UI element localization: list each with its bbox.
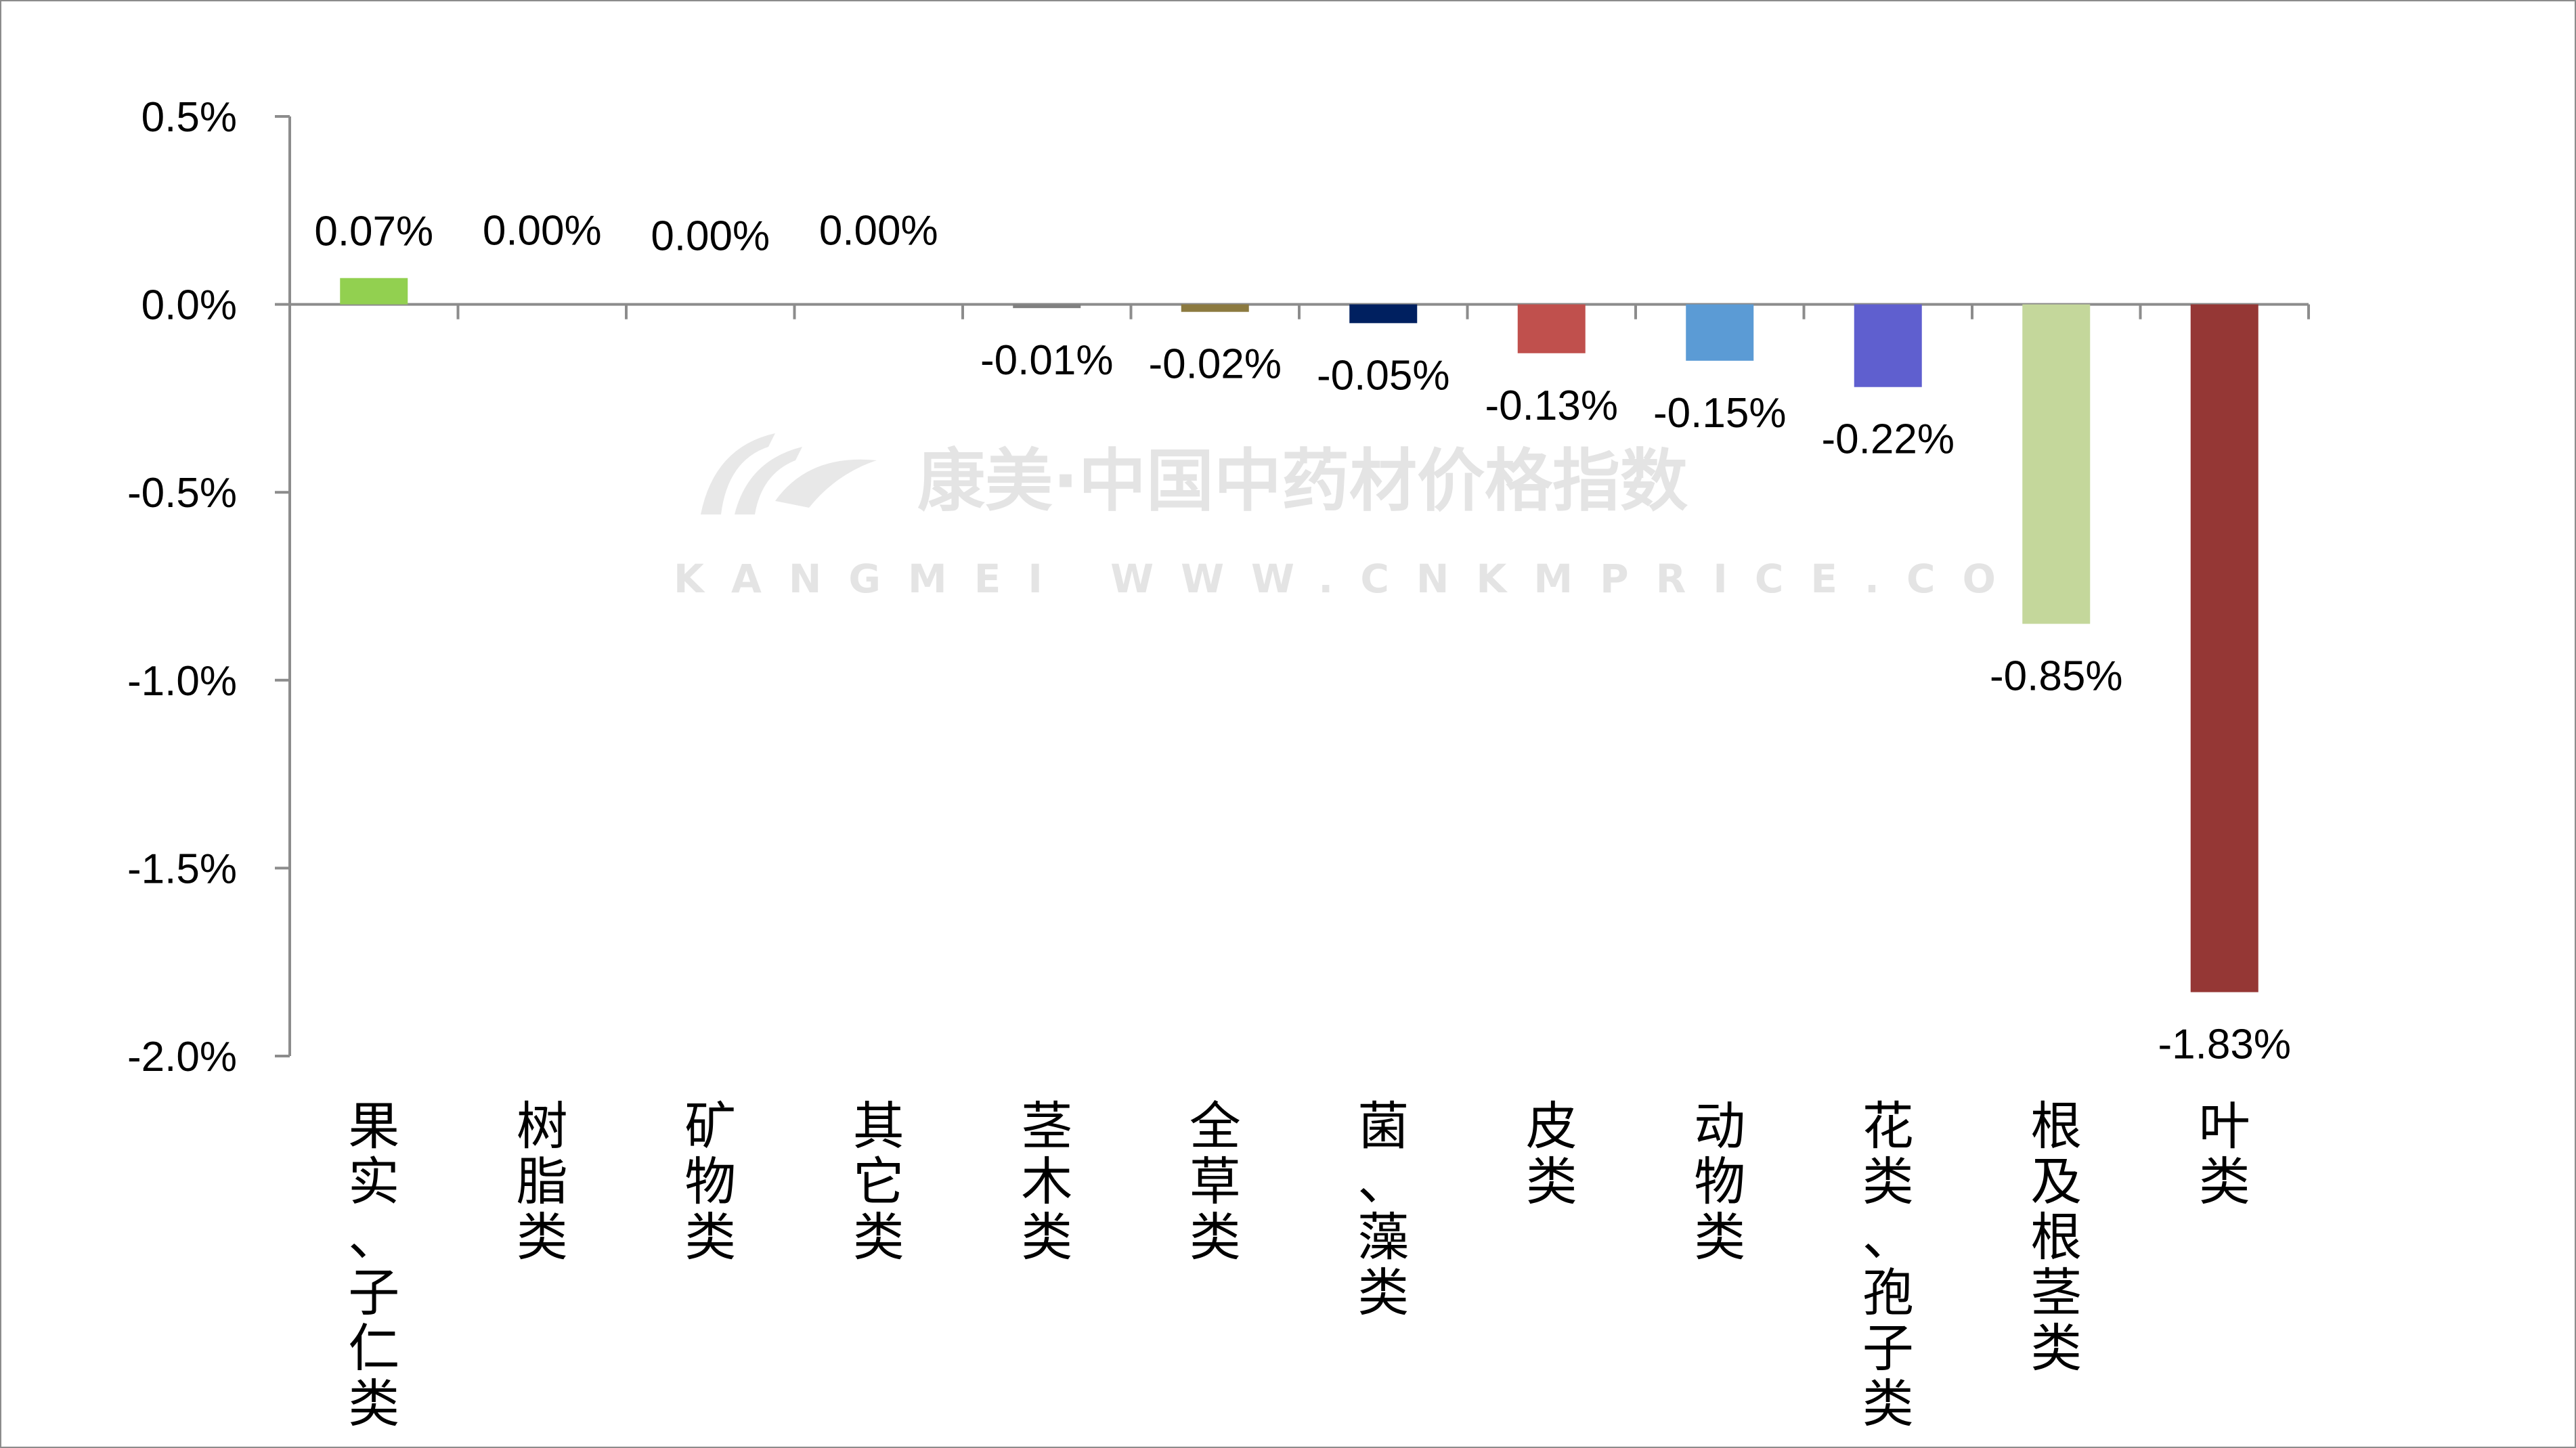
bar bbox=[1349, 304, 1418, 324]
watermark-text: 康美·中国中药材价格指数 bbox=[917, 441, 1688, 521]
bar bbox=[340, 278, 408, 305]
data-label: 0.00% bbox=[483, 208, 602, 255]
x-tick-label: 茎木类 bbox=[1021, 1096, 1072, 1267]
x-tick-label: 皮类 bbox=[1526, 1096, 1577, 1212]
x-tick-label: 其它类 bbox=[853, 1096, 904, 1267]
y-tick-label: -2.0% bbox=[127, 1034, 237, 1080]
data-label: -0.22% bbox=[1822, 416, 1955, 463]
kangmei-logo-icon bbox=[701, 433, 877, 514]
data-label: -0.05% bbox=[1317, 352, 1449, 399]
plot-area: 0.5% 0.0% -0.5% -1.0% -1.5% -2.0% 0.07% 果实、子仁类 0… bbox=[127, 94, 2310, 1434]
data-label: -0.02% bbox=[1149, 341, 1282, 388]
watermark: 康美·中国中药材价格指数 KANGMEI WWW.CNKMPRICE.COM bbox=[674, 433, 2089, 602]
x-tick-label: 树脂类 bbox=[517, 1096, 568, 1267]
bar bbox=[2022, 304, 2091, 624]
x-tick-label: 动物类 bbox=[1694, 1096, 1745, 1267]
data-label: -0.15% bbox=[1653, 390, 1786, 437]
bar bbox=[1854, 304, 1922, 387]
data-label: -0.85% bbox=[1990, 653, 2122, 700]
bar bbox=[1686, 304, 1754, 361]
bar bbox=[2190, 304, 2258, 992]
bar bbox=[1181, 304, 1249, 312]
x-tick-label: 菌、藻类 bbox=[1357, 1096, 1409, 1323]
data-label: 0.00% bbox=[819, 208, 938, 255]
y-tick-label: -1.0% bbox=[127, 658, 237, 705]
y-tick-label: -0.5% bbox=[127, 470, 237, 517]
y-tick-label: 0.0% bbox=[141, 282, 237, 329]
data-label: 0.07% bbox=[314, 209, 433, 255]
bar bbox=[1517, 304, 1586, 353]
data-label: -0.01% bbox=[980, 337, 1113, 384]
y-tick-label: 0.5% bbox=[141, 94, 237, 141]
data-label: -1.83% bbox=[2158, 1022, 2291, 1068]
bar bbox=[1013, 304, 1081, 309]
x-tick-label: 矿物类 bbox=[684, 1096, 736, 1267]
x-tick-label: 果实、子仁类 bbox=[348, 1096, 399, 1434]
x-tick-label: 全草类 bbox=[1189, 1096, 1241, 1267]
x-tick-label: 花类、孢子类 bbox=[1862, 1096, 1914, 1434]
x-tick-label: 叶类 bbox=[2199, 1096, 2250, 1212]
y-tick-label: -1.5% bbox=[127, 846, 237, 892]
data-label: -0.13% bbox=[1485, 382, 1618, 429]
watermark-subtext: KANGMEI WWW.CNKMPRICE.COM bbox=[674, 556, 2089, 602]
data-label: 0.00% bbox=[651, 213, 770, 260]
x-tick-label: 根及根茎类 bbox=[2030, 1096, 2082, 1378]
